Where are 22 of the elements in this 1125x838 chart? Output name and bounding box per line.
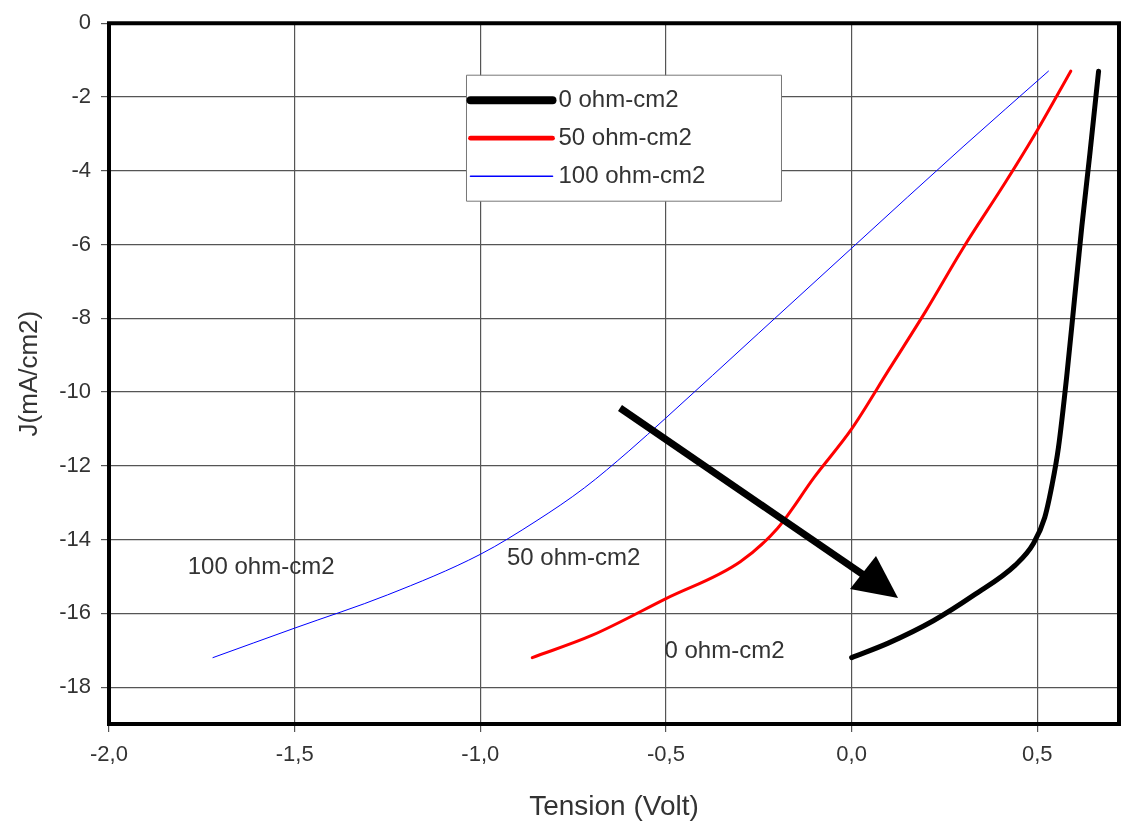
x-tick-label: -1,0 bbox=[461, 741, 500, 767]
x-tick-label: -1,5 bbox=[275, 741, 314, 767]
annotation: 50 ohm-cm2 bbox=[506, 542, 641, 570]
y-tick-label: -16 bbox=[59, 599, 91, 625]
y-tick-label: 0 bbox=[78, 9, 91, 35]
y-tick-label: -14 bbox=[59, 525, 91, 551]
y-axis-title: J(mA/cm2) bbox=[12, 310, 43, 437]
y-tick-label: -12 bbox=[59, 451, 91, 477]
x-tick-label: 0,0 bbox=[836, 741, 867, 767]
y-tick-label: -18 bbox=[59, 673, 91, 699]
x-tick-label: 0,5 bbox=[1022, 741, 1053, 767]
legend-label: 50 ohm-cm2 bbox=[558, 122, 692, 150]
y-tick-label: -10 bbox=[59, 378, 91, 404]
y-tick-label: -8 bbox=[71, 304, 91, 330]
y-tick-label: -2 bbox=[71, 83, 91, 109]
legend-label: 0 ohm-cm2 bbox=[558, 84, 679, 112]
y-tick-label: -6 bbox=[71, 230, 91, 256]
x-tick-label: -2,0 bbox=[90, 741, 128, 767]
x-axis-title: Tension (Volt) bbox=[529, 789, 699, 821]
legend-label: 100 ohm-cm2 bbox=[558, 160, 706, 188]
x-tick-label: -0,5 bbox=[647, 741, 685, 767]
y-tick-label: -4 bbox=[71, 156, 91, 182]
